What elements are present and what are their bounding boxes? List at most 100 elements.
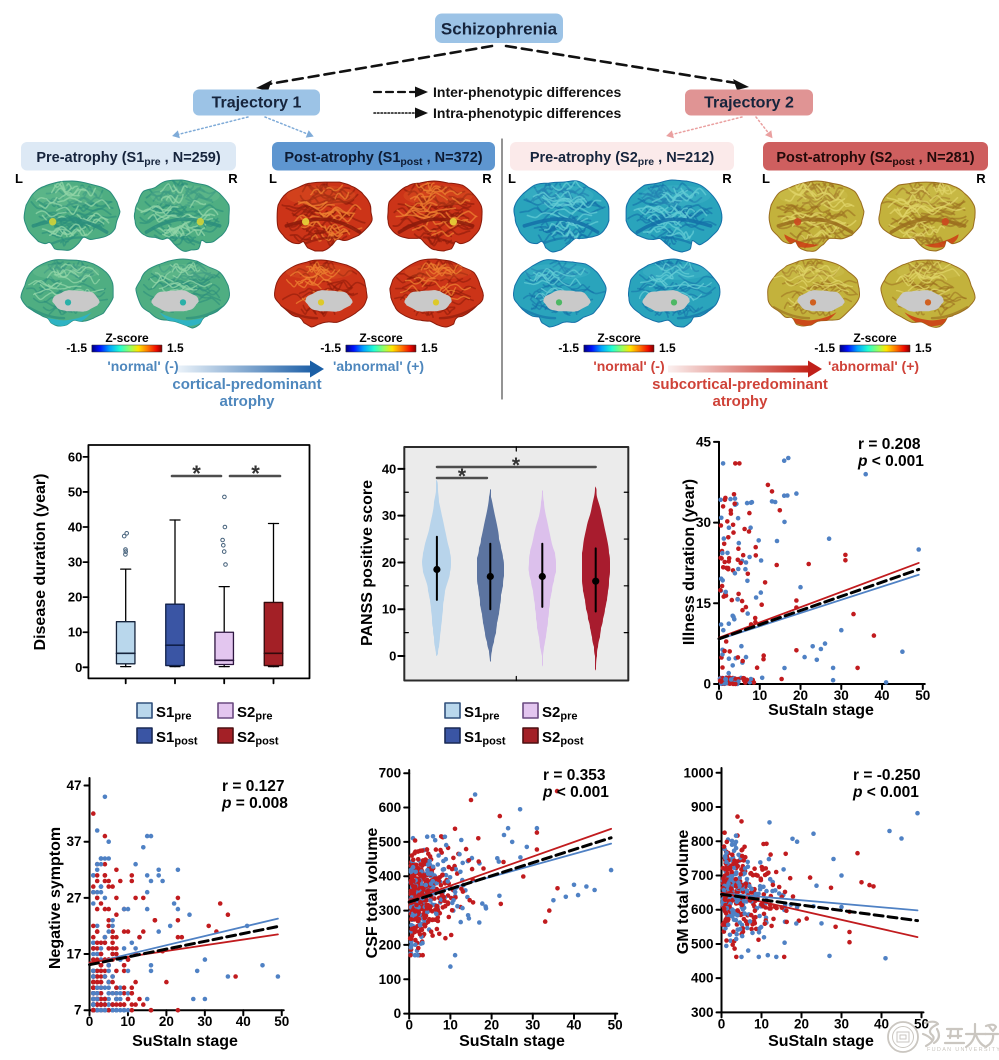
svg-text:600: 600 [379,800,402,815]
svg-text:500: 500 [379,834,402,849]
svg-text:27: 27 [66,890,81,905]
svg-text:20: 20 [794,1016,809,1031]
svg-text:47: 47 [66,778,81,793]
svg-text:p < 0.001: p < 0.001 [857,453,924,470]
svg-text:'normal' (-): 'normal' (-) [107,358,178,374]
svg-text:50: 50 [914,1016,929,1031]
svg-text:900: 900 [691,800,714,815]
svg-text:'abnormal' (+): 'abnormal' (+) [333,358,424,374]
svg-text:0: 0 [405,1018,413,1033]
svg-text:1.5: 1.5 [659,341,676,355]
svg-text:Intra-phenotypic differences: Intra-phenotypic differences [433,105,621,121]
svg-text:17: 17 [66,947,81,962]
svg-text:Disease duration (year): Disease duration (year) [32,474,49,651]
svg-text:1.5: 1.5 [167,341,184,355]
svg-text:Illness duration (year): Illness duration (year) [681,479,698,645]
svg-text:*: * [192,461,201,486]
svg-text:L: L [762,171,770,186]
svg-text:40: 40 [874,1016,889,1031]
svg-text:100: 100 [379,972,402,987]
svg-text:10: 10 [120,1014,135,1029]
svg-text:R: R [228,171,238,186]
svg-text:40: 40 [382,461,396,476]
svg-text:PANSS positive score: PANSS positive score [359,480,376,646]
svg-text:r = 0.353: r = 0.353 [543,767,606,784]
svg-text:20: 20 [159,1014,174,1029]
svg-text:50: 50 [68,484,82,499]
svg-text:10: 10 [443,1018,458,1033]
svg-text:30: 30 [197,1014,212,1029]
svg-text:0: 0 [394,1006,402,1021]
svg-text:R: R [482,171,492,186]
svg-text:Schizophrenia: Schizophrenia [441,20,558,39]
svg-text:20: 20 [382,555,396,570]
svg-text:'abnormal' (+): 'abnormal' (+) [828,358,919,374]
svg-text:SuStaIn stage: SuStaIn stage [459,1033,565,1050]
svg-text:Pre-atrophy (S2pre , N=212): Pre-atrophy (S2pre , N=212) [530,150,715,168]
svg-text:GM total volume: GM total volume [675,830,692,955]
svg-text:300: 300 [379,903,402,918]
svg-text:-1.5: -1.5 [320,341,341,355]
svg-text:atrophy: atrophy [712,393,768,410]
svg-text:cortical-predominant: cortical-predominant [172,376,321,393]
svg-text:30: 30 [68,555,82,570]
svg-text:1.5: 1.5 [915,341,932,355]
svg-text:1.5: 1.5 [421,341,438,355]
svg-text:L: L [269,171,277,186]
svg-text:atrophy: atrophy [219,393,275,410]
svg-text:700: 700 [691,868,714,883]
svg-text:10: 10 [68,625,82,640]
svg-text:7: 7 [74,1003,82,1018]
svg-text:37: 37 [66,834,81,849]
svg-text:FUDAN UNIVERSITY: FUDAN UNIVERSITY [927,1047,999,1053]
svg-text:50: 50 [915,688,930,703]
svg-text:600: 600 [691,902,714,917]
svg-text:-1.5: -1.5 [814,341,835,355]
svg-text:20: 20 [793,688,808,703]
svg-text:40: 40 [875,688,890,703]
svg-text:p < 0.001: p < 0.001 [542,784,609,801]
svg-text:r = 0.127: r = 0.127 [222,778,284,795]
svg-text:SuStaIn stage: SuStaIn stage [768,702,874,719]
svg-text:0: 0 [389,649,396,664]
svg-text:10: 10 [382,602,396,617]
svg-text:30: 30 [834,1016,849,1031]
svg-text:*: * [512,454,521,477]
svg-text:Pre-atrophy (S1pre , N=259): Pre-atrophy (S1pre , N=259) [36,150,221,168]
svg-text:'normal' (-): 'normal' (-) [593,358,664,374]
svg-text:60: 60 [68,449,82,464]
svg-text:Inter-phenotypic differences: Inter-phenotypic differences [433,84,621,100]
svg-text:r = -0.250: r = -0.250 [853,767,921,784]
svg-text:400: 400 [691,971,714,986]
svg-text:30: 30 [696,515,711,530]
svg-text:L: L [508,171,516,186]
svg-text:-1.5: -1.5 [558,341,579,355]
svg-text:Negative symptom: Negative symptom [47,827,64,969]
svg-text:Z-score: Z-score [105,331,149,345]
svg-text:700: 700 [379,766,402,781]
svg-text:p < 0.001: p < 0.001 [852,784,919,801]
svg-text:r = 0.208: r = 0.208 [858,436,921,453]
svg-text:10: 10 [752,688,767,703]
svg-text:0: 0 [715,688,723,703]
svg-text:SuStaIn stage: SuStaIn stage [132,1033,238,1050]
svg-text:30: 30 [382,508,396,523]
svg-text:Trajectory 2: Trajectory 2 [704,95,794,112]
svg-text:800: 800 [691,834,714,849]
svg-text:*: * [251,461,260,486]
svg-text:L: L [15,171,23,186]
svg-text:*: * [458,465,467,488]
svg-text:-1.5: -1.5 [66,341,87,355]
svg-text:CSF total volume: CSF total volume [364,828,381,959]
svg-text:15: 15 [696,596,712,611]
svg-text:50: 50 [274,1014,289,1029]
svg-text:30: 30 [834,688,849,703]
svg-text:subcortical-predominant: subcortical-predominant [652,376,828,393]
svg-text:45: 45 [696,434,712,449]
svg-text:40: 40 [566,1018,581,1033]
svg-text:SuStaIn stage: SuStaIn stage [768,1033,874,1050]
svg-text:Z-score: Z-score [359,331,403,345]
svg-text:Post-atrophy (S1post , N=372): Post-atrophy (S1post , N=372) [284,150,482,168]
svg-text:40: 40 [236,1014,251,1029]
svg-text:1000: 1000 [683,765,713,780]
